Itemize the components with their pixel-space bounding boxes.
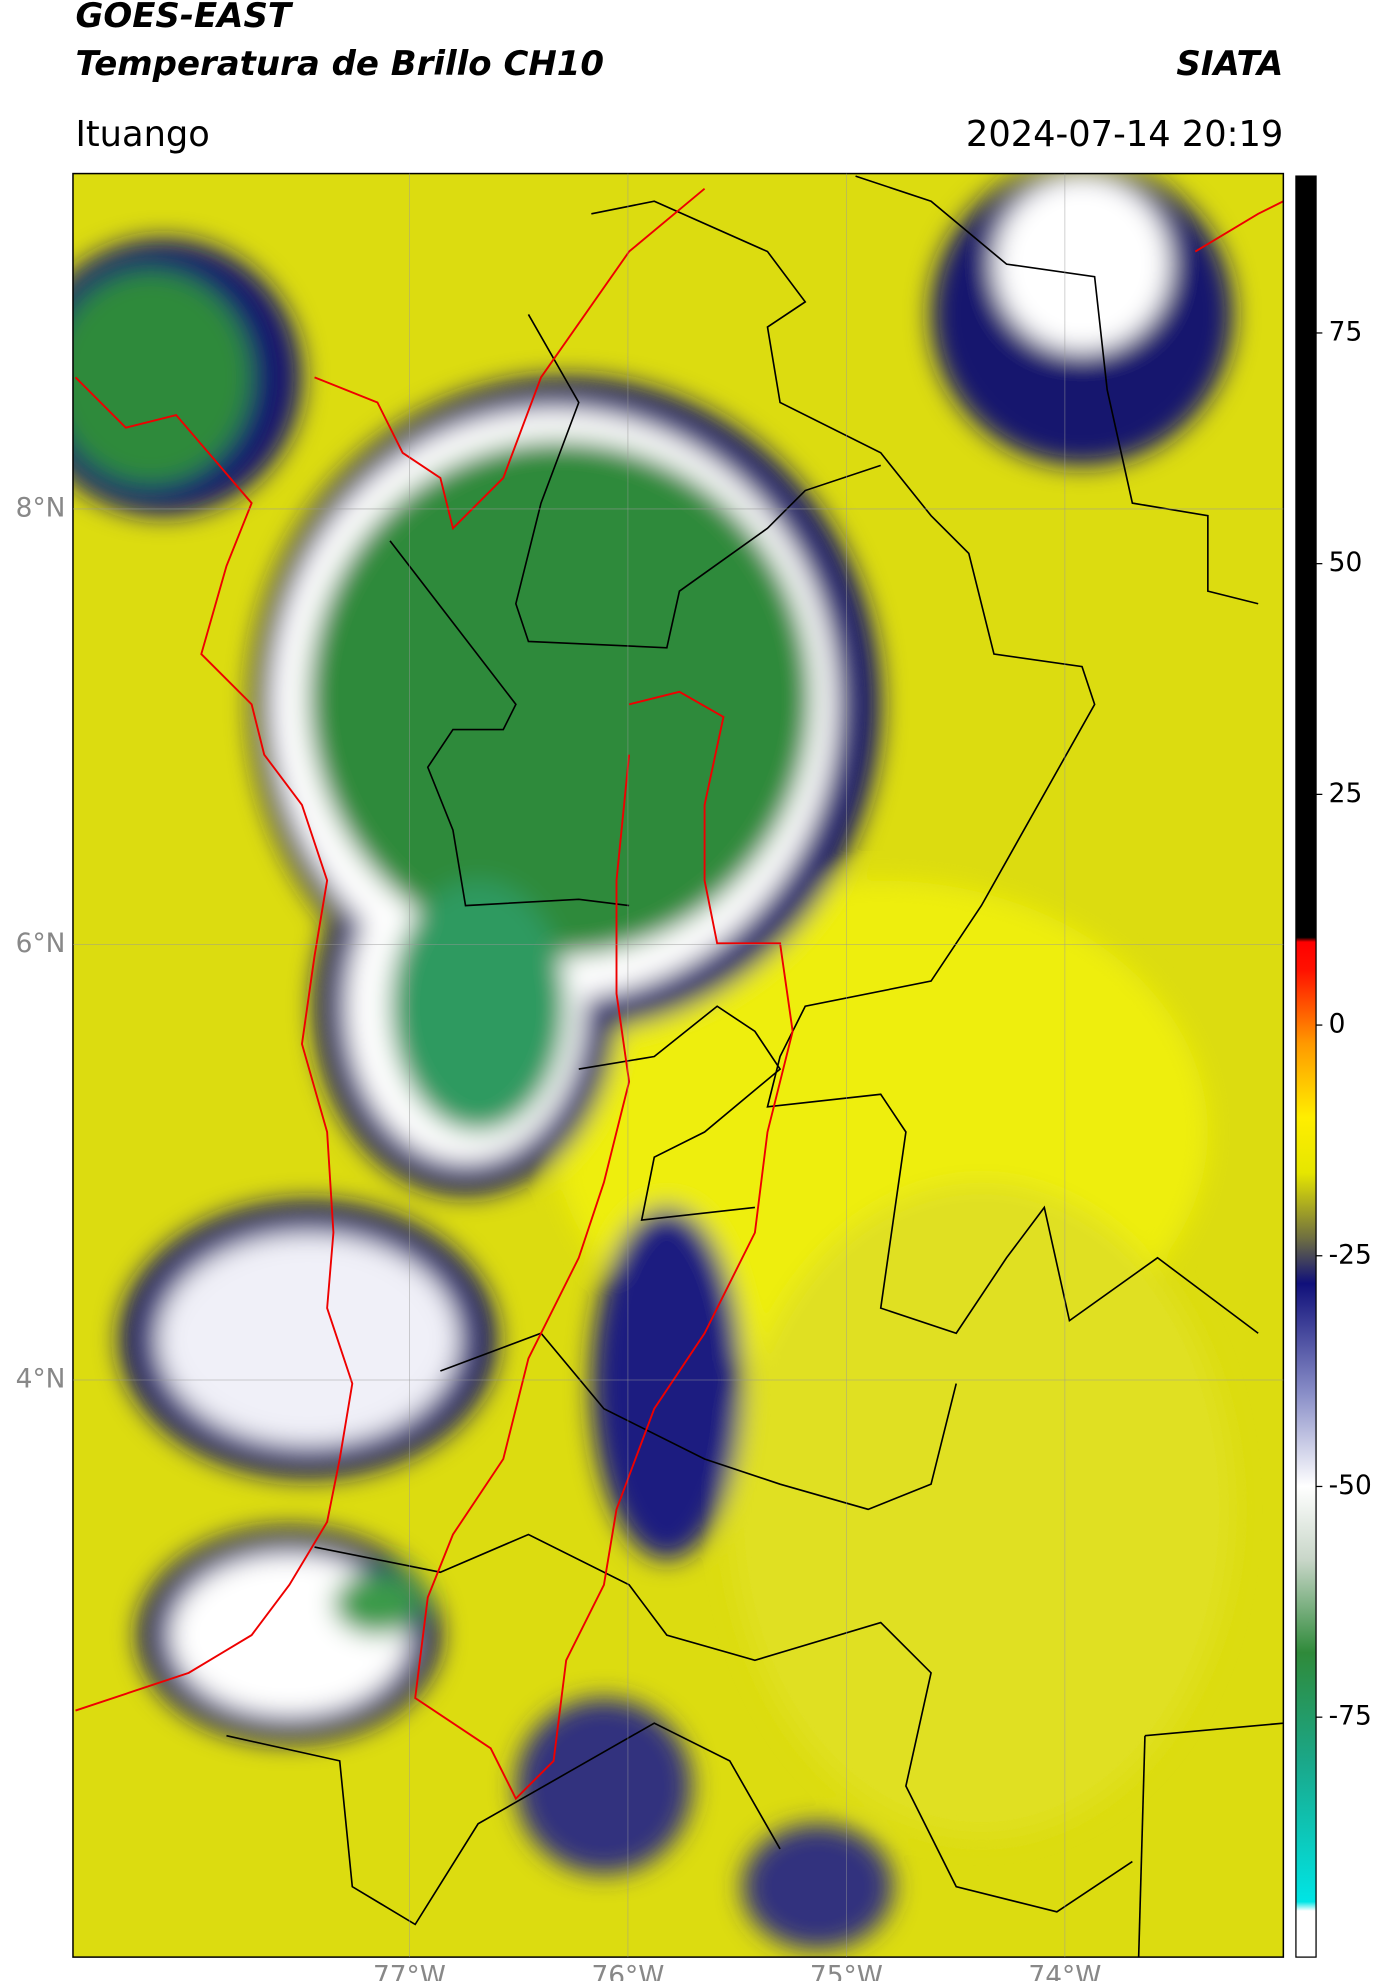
lon-tick-label: 76°W (591, 1961, 664, 1981)
colorbar-tick-label: 50 (1329, 547, 1363, 578)
colorbar (1295, 175, 1317, 1958)
title: GOES-EAST (75, 0, 293, 36)
lat-tick-label: 4°N (16, 1364, 66, 1395)
colorbar-tick-label: -50 (1329, 1470, 1372, 1501)
lon-tick-label: 77°W (373, 1961, 446, 1981)
colorbar-tick-label: 75 (1329, 316, 1363, 347)
map-frame (72, 172, 1285, 1958)
datetime: 2024-07-14 20:19 (966, 114, 1283, 155)
colorbar-tick-label: 25 (1329, 778, 1363, 809)
source: SIATA (1176, 44, 1283, 84)
lon-tick-label: 75°W (810, 1961, 883, 1981)
lat-tick-label: 8°N (16, 492, 66, 523)
colorbar-tick-label: 0 (1329, 1009, 1346, 1040)
location: Ituango (75, 114, 209, 155)
lon-tick-label: 74°W (1028, 1961, 1101, 1981)
colorbar-tick-label: -75 (1329, 1701, 1372, 1732)
colorbar-tick-label: -25 (1329, 1239, 1372, 1270)
lat-tick-label: 6°N (16, 928, 66, 959)
subtitle: Temperatura de Brillo CH10 (75, 44, 604, 84)
satellite-image (72, 173, 1284, 1958)
